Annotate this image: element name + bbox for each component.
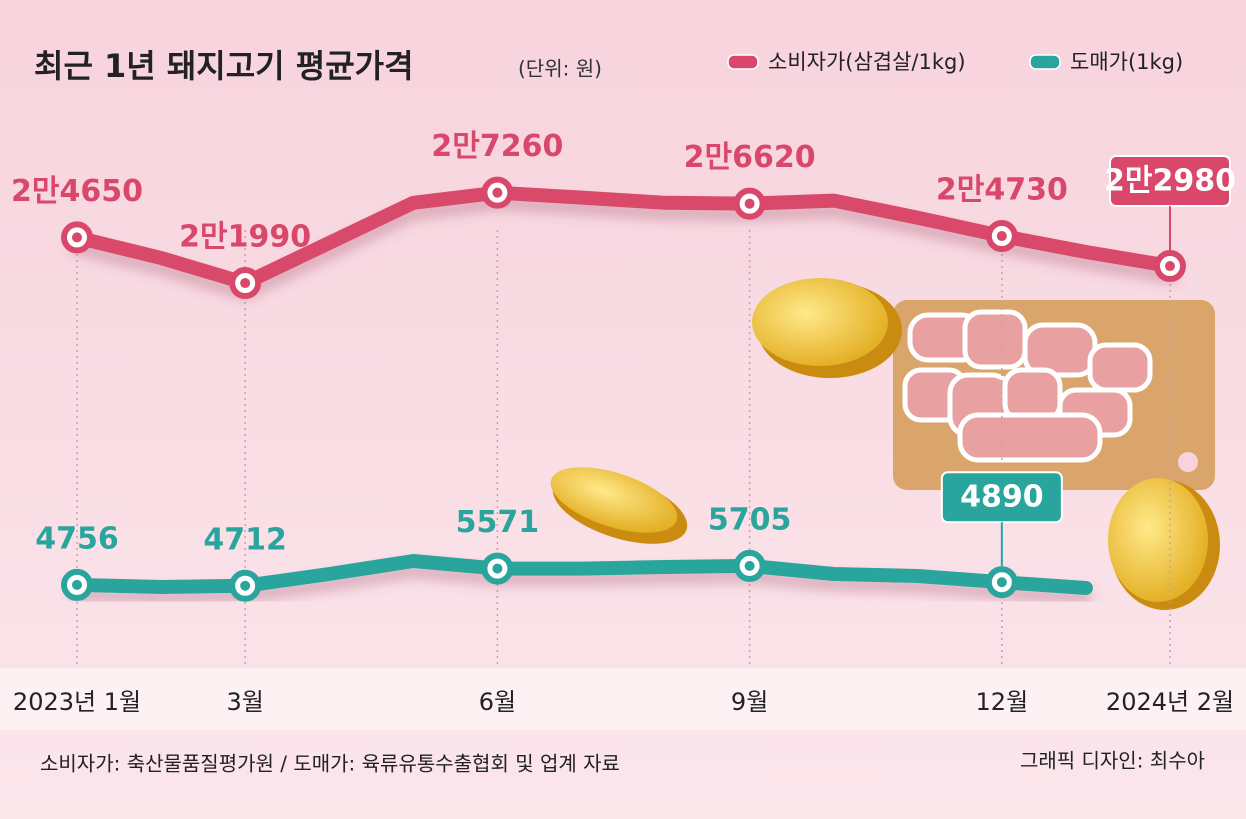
x-tick-label: 2023년 1월 — [13, 688, 141, 716]
x-tick-label: 3월 — [226, 688, 263, 716]
illustration — [550, 278, 1220, 610]
chart-subtitle: (단위: 원) — [518, 57, 602, 81]
point-inner — [72, 232, 82, 243]
legend-swatch — [727, 54, 759, 70]
x-tick-label: 6월 — [479, 688, 516, 716]
legend-label: 도매가(1kg) — [1070, 50, 1183, 74]
source: 소비자가: 축산물품질평가원 / 도매가: 육류유통수출협회 및 업계 자료 — [40, 752, 620, 776]
x-tick-label: 2024년 2월 — [1106, 688, 1234, 716]
point-inner — [240, 580, 251, 591]
data-label: 5571 — [456, 505, 540, 540]
point-inner — [492, 187, 503, 198]
point-inner — [996, 577, 1007, 588]
data-label: 4712 — [203, 522, 287, 557]
data-label: 2만2980 — [1104, 164, 1236, 199]
point-inner — [744, 560, 755, 571]
axis-strip — [0, 668, 1246, 730]
point-inner — [1165, 261, 1175, 272]
data-label: 5705 — [708, 502, 792, 537]
data-label: 2만6620 — [684, 140, 816, 175]
legend-swatch — [1029, 54, 1061, 70]
point-inner — [240, 278, 251, 289]
chart-title: 최근 1년 돼지고기 평균가격 — [34, 47, 414, 85]
data-label: 4756 — [35, 521, 119, 556]
x-tick-label: 12월 — [976, 688, 1029, 716]
point-inner — [492, 563, 503, 574]
data-label: 2만7260 — [431, 129, 563, 164]
data-label: 2만1990 — [179, 220, 311, 255]
point-inner — [996, 231, 1007, 242]
x-tick-label: 9월 — [731, 688, 768, 716]
point-inner — [744, 198, 755, 209]
data-label: 2만4730 — [936, 173, 1068, 208]
data-label: 4890 — [960, 480, 1044, 515]
data-label: 2만4650 — [11, 174, 143, 209]
credit: 그래픽 디자인: 최수아 — [1020, 749, 1205, 773]
legend-label: 소비자가(삼겹살/1kg) — [768, 50, 966, 74]
point-inner — [72, 579, 82, 590]
